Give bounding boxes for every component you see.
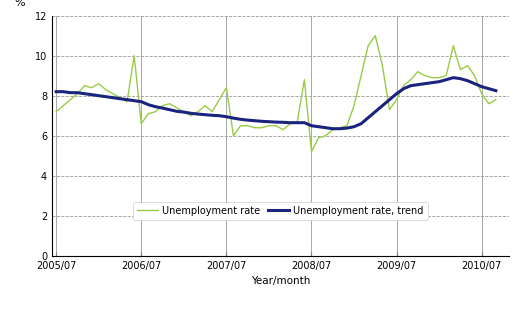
Unemployment rate, trend — [173, 110, 180, 113]
Unemployment rate — [188, 114, 194, 118]
Unemployment rate — [258, 126, 265, 129]
Line: Unemployment rate: Unemployment rate — [56, 36, 496, 152]
Unemployment rate, trend — [330, 127, 336, 131]
Unemployment rate — [372, 34, 378, 37]
Unemployment rate, trend — [493, 89, 499, 93]
Line: Unemployment rate, trend: Unemployment rate, trend — [56, 78, 496, 129]
Unemployment rate — [486, 102, 492, 105]
Unemployment rate — [365, 44, 371, 47]
Unemployment rate — [308, 150, 315, 154]
Unemployment rate — [273, 124, 279, 128]
Unemployment rate, trend — [258, 119, 265, 123]
Y-axis label: %: % — [15, 0, 25, 8]
Unemployment rate, trend — [53, 90, 59, 94]
Unemployment rate — [53, 110, 59, 114]
Unemployment rate, trend — [486, 87, 492, 90]
Unemployment rate, trend — [365, 116, 371, 119]
Unemployment rate, trend — [273, 120, 279, 124]
Unemployment rate — [173, 106, 180, 110]
X-axis label: Year/month: Year/month — [251, 276, 310, 286]
Unemployment rate, trend — [450, 76, 456, 80]
Unemployment rate — [493, 98, 499, 102]
Unemployment rate, trend — [188, 111, 194, 115]
Legend: Unemployment rate, Unemployment rate, trend: Unemployment rate, Unemployment rate, tr… — [133, 202, 428, 220]
